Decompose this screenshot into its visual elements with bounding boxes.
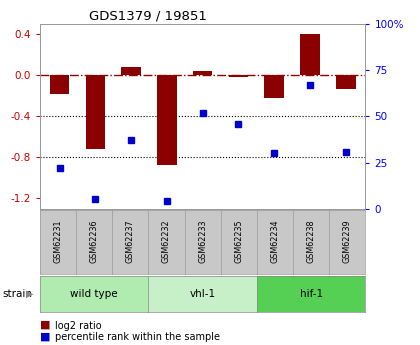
Text: strain: strain bbox=[2, 289, 32, 299]
Text: ■: ■ bbox=[40, 332, 50, 342]
Text: ■: ■ bbox=[40, 320, 50, 330]
Bar bbox=[228, 76, 248, 78]
Text: GDS1379 / 19851: GDS1379 / 19851 bbox=[89, 10, 207, 23]
Text: ▶: ▶ bbox=[26, 289, 34, 299]
Text: GSM62237: GSM62237 bbox=[126, 219, 135, 263]
Text: vhl-1: vhl-1 bbox=[189, 289, 216, 299]
Bar bbox=[50, 76, 69, 94]
Bar bbox=[193, 71, 213, 76]
Text: hif-1: hif-1 bbox=[299, 289, 323, 299]
Text: GSM62238: GSM62238 bbox=[307, 219, 316, 263]
Bar bbox=[264, 76, 284, 98]
Bar bbox=[336, 76, 356, 89]
Text: GSM62232: GSM62232 bbox=[162, 219, 171, 263]
Bar bbox=[121, 67, 141, 76]
Bar bbox=[300, 34, 320, 76]
Bar bbox=[86, 76, 105, 149]
Bar bbox=[157, 76, 177, 165]
Text: GSM62233: GSM62233 bbox=[198, 219, 207, 263]
Text: log2 ratio: log2 ratio bbox=[55, 321, 101, 331]
Text: GSM62234: GSM62234 bbox=[270, 219, 279, 263]
Text: GSM62231: GSM62231 bbox=[53, 219, 63, 263]
Text: GSM62239: GSM62239 bbox=[343, 219, 352, 263]
Text: wild type: wild type bbox=[70, 289, 118, 299]
Text: percentile rank within the sample: percentile rank within the sample bbox=[55, 333, 220, 342]
Text: GSM62236: GSM62236 bbox=[89, 219, 99, 263]
Text: GSM62235: GSM62235 bbox=[234, 219, 243, 263]
